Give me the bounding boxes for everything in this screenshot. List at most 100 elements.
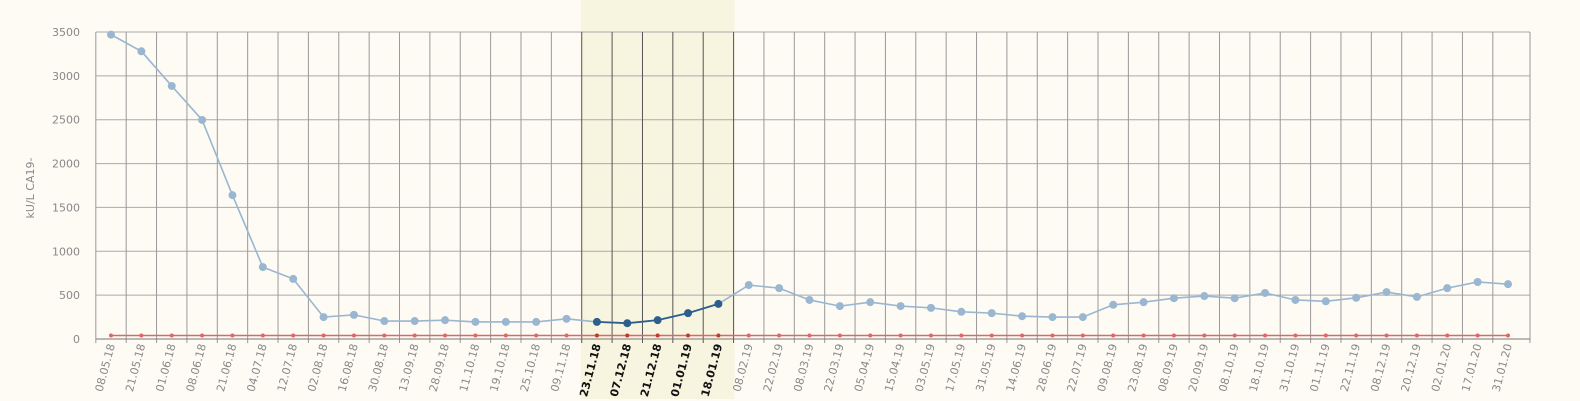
data-point bbox=[562, 314, 571, 323]
data-point bbox=[137, 47, 146, 56]
data-point bbox=[471, 317, 480, 326]
data-point bbox=[1111, 333, 1116, 338]
data-point bbox=[321, 333, 326, 338]
data-point bbox=[564, 333, 569, 338]
data-point bbox=[139, 333, 144, 338]
data-point bbox=[594, 333, 599, 338]
data-point bbox=[716, 333, 721, 338]
data-point bbox=[200, 333, 205, 338]
data-point bbox=[1018, 312, 1027, 321]
data-point bbox=[1141, 333, 1146, 338]
data-point bbox=[805, 295, 814, 304]
data-point bbox=[1321, 297, 1330, 306]
data-point bbox=[1171, 333, 1176, 338]
data-point bbox=[775, 284, 784, 293]
data-point bbox=[503, 333, 508, 338]
y-tick-label: 3000 bbox=[52, 70, 80, 83]
data-point bbox=[653, 316, 662, 325]
data-point bbox=[655, 333, 660, 338]
data-point bbox=[349, 310, 358, 319]
y-tick-label: 0 bbox=[73, 333, 80, 346]
data-point bbox=[1261, 288, 1270, 297]
data-point bbox=[959, 333, 964, 338]
data-point bbox=[1078, 313, 1087, 322]
y-tick-label: 500 bbox=[59, 289, 80, 302]
data-point bbox=[1293, 333, 1298, 338]
data-point bbox=[1352, 293, 1361, 302]
data-point bbox=[351, 333, 356, 338]
data-point bbox=[835, 302, 844, 311]
data-point bbox=[866, 298, 875, 307]
data-point bbox=[1232, 333, 1237, 338]
data-point bbox=[319, 313, 328, 322]
data-point bbox=[532, 317, 541, 326]
data-point bbox=[1445, 333, 1450, 338]
data-point bbox=[896, 302, 905, 311]
data-point bbox=[289, 274, 298, 283]
data-point bbox=[1048, 313, 1057, 322]
data-point bbox=[837, 333, 842, 338]
data-point bbox=[410, 317, 419, 326]
data-point bbox=[989, 333, 994, 338]
data-point bbox=[926, 303, 935, 312]
data-point bbox=[501, 317, 510, 326]
data-point bbox=[807, 333, 812, 338]
data-point bbox=[744, 281, 753, 290]
data-point bbox=[592, 317, 601, 326]
data-point bbox=[1080, 333, 1085, 338]
data-point bbox=[534, 333, 539, 338]
data-point bbox=[777, 333, 782, 338]
data-point bbox=[1412, 292, 1421, 301]
data-point bbox=[1506, 333, 1510, 338]
data-point bbox=[260, 333, 265, 338]
data-point bbox=[714, 299, 723, 308]
data-point bbox=[167, 81, 176, 90]
data-point bbox=[898, 333, 903, 338]
data-point bbox=[1473, 277, 1482, 286]
data-point bbox=[441, 316, 450, 325]
data-point bbox=[1443, 284, 1452, 293]
data-point bbox=[1263, 333, 1268, 338]
data-point bbox=[1200, 292, 1209, 301]
data-point bbox=[1323, 333, 1328, 338]
data-point bbox=[228, 191, 237, 200]
data-point bbox=[412, 333, 417, 338]
data-point bbox=[928, 333, 933, 338]
data-point bbox=[443, 333, 448, 338]
data-point bbox=[169, 333, 174, 338]
data-point bbox=[684, 309, 693, 318]
data-point bbox=[1139, 298, 1148, 307]
data-point bbox=[1020, 333, 1025, 338]
data-point bbox=[258, 263, 267, 272]
data-point bbox=[1109, 300, 1118, 309]
data-point bbox=[1382, 288, 1391, 297]
y-tick-label: 2000 bbox=[52, 158, 80, 171]
y-axis-label: kU/L CA19- bbox=[24, 158, 37, 219]
data-point bbox=[230, 333, 235, 338]
data-point bbox=[987, 309, 996, 318]
data-point bbox=[380, 317, 389, 326]
data-point bbox=[1230, 294, 1239, 303]
data-point bbox=[1504, 280, 1512, 289]
y-tick-label: 1500 bbox=[52, 201, 80, 214]
data-point bbox=[107, 30, 115, 39]
y-tick-label: 3500 bbox=[52, 26, 80, 39]
y-tick-label: 2500 bbox=[52, 114, 80, 127]
data-point bbox=[1291, 295, 1300, 304]
data-point bbox=[625, 333, 630, 338]
data-point bbox=[1050, 333, 1055, 338]
data-point bbox=[291, 333, 296, 338]
data-point bbox=[382, 333, 387, 338]
data-point bbox=[686, 333, 691, 338]
data-point bbox=[1384, 333, 1389, 338]
data-point bbox=[868, 333, 873, 338]
data-point bbox=[1475, 333, 1480, 338]
data-point bbox=[1354, 333, 1359, 338]
data-point bbox=[1169, 294, 1178, 303]
data-point bbox=[623, 319, 632, 328]
data-point bbox=[109, 333, 113, 338]
y-tick-label: 1000 bbox=[52, 245, 80, 258]
data-point bbox=[957, 307, 966, 316]
